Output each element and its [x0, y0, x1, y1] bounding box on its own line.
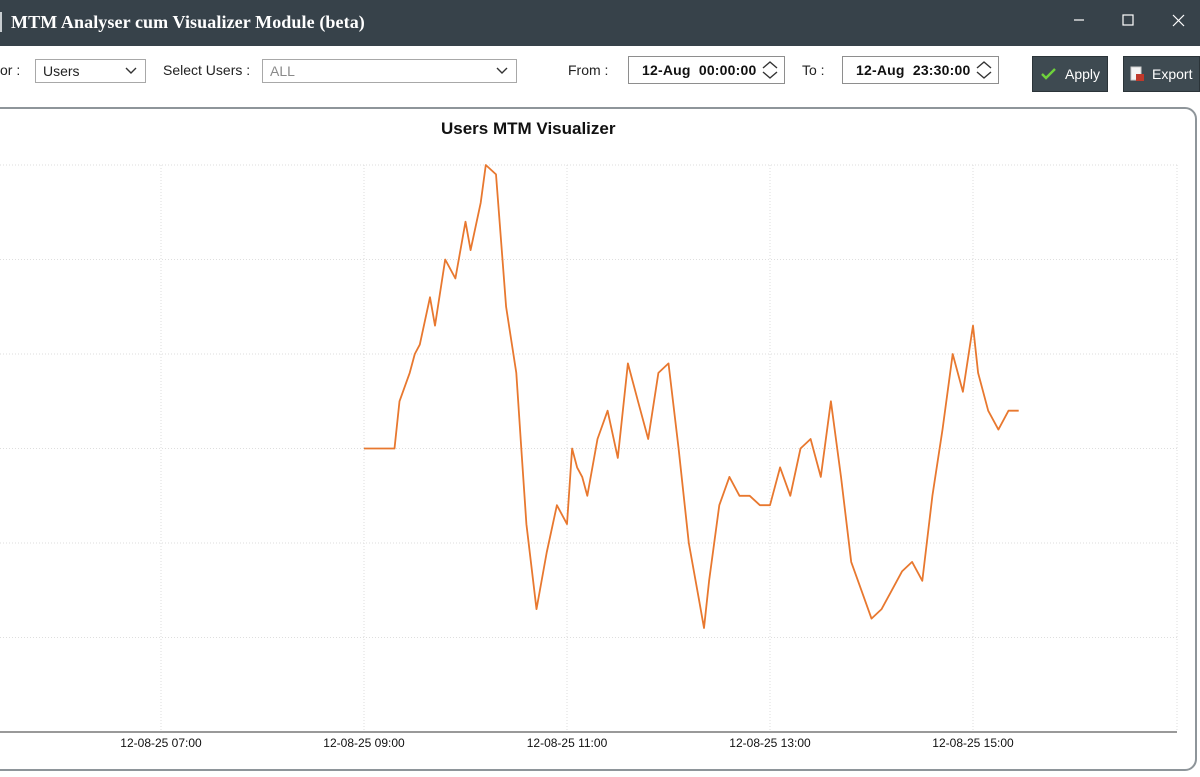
from-label: From :	[568, 62, 609, 78]
close-icon	[1172, 14, 1184, 26]
visualize-for-value: Users	[43, 63, 80, 79]
from-datetime-value: 12-Aug 00:00:00	[642, 62, 757, 78]
x-tick-label: 12-08-25 11:00	[527, 736, 608, 750]
chevron-down-icon	[125, 67, 137, 74]
minimize-button[interactable]	[1054, 0, 1104, 40]
x-tick-label: 12-08-25 09:00	[323, 736, 405, 750]
to-datetime-picker[interactable]: 12-Aug 23:30:00	[842, 56, 999, 84]
title-bar: MTM Analyser cum Visualizer Module (beta…	[0, 0, 1200, 46]
select-users-dropdown[interactable]: ALL	[262, 59, 517, 83]
to-label: To :	[802, 62, 825, 78]
window-title: MTM Analyser cum Visualizer Module (beta…	[11, 12, 365, 32]
series-line	[364, 164, 1019, 629]
chart-title: Users MTM Visualizer	[441, 119, 616, 138]
visualize-for-select[interactable]: Users	[35, 59, 146, 83]
filter-toolbar: or : Users Select Users : ALL From : 12-…	[0, 46, 1200, 108]
to-datetime-value: 12-Aug 23:30:00	[856, 62, 971, 78]
chevron-down-icon	[496, 67, 508, 74]
spinner-icon[interactable]	[761, 60, 779, 80]
x-tick-label: 12-08-25 07:00	[120, 736, 202, 750]
select-users-label: Select Users :	[163, 62, 251, 78]
export-button[interactable]: Export	[1123, 56, 1200, 92]
close-button[interactable]	[1153, 0, 1200, 40]
title-separator	[0, 12, 2, 32]
export-icon	[1130, 66, 1144, 82]
apply-label: Apply	[1065, 66, 1101, 82]
x-tick-label: 12-08-25 15:00	[932, 736, 1014, 750]
minimize-icon	[1074, 19, 1084, 21]
check-icon	[1041, 68, 1056, 80]
spinner-icon[interactable]	[975, 60, 993, 80]
select-users-value: ALL	[270, 63, 295, 79]
export-label: Export	[1152, 66, 1193, 82]
x-tick-label: 12-08-25 13:00	[729, 736, 811, 750]
visualize-for-label: or :	[0, 62, 21, 78]
apply-button[interactable]: Apply	[1032, 56, 1108, 92]
maximize-button[interactable]	[1103, 0, 1153, 40]
maximize-icon	[1122, 14, 1134, 26]
from-datetime-picker[interactable]: 12-Aug 00:00:00	[628, 56, 785, 84]
chart-panel	[0, 107, 1197, 771]
